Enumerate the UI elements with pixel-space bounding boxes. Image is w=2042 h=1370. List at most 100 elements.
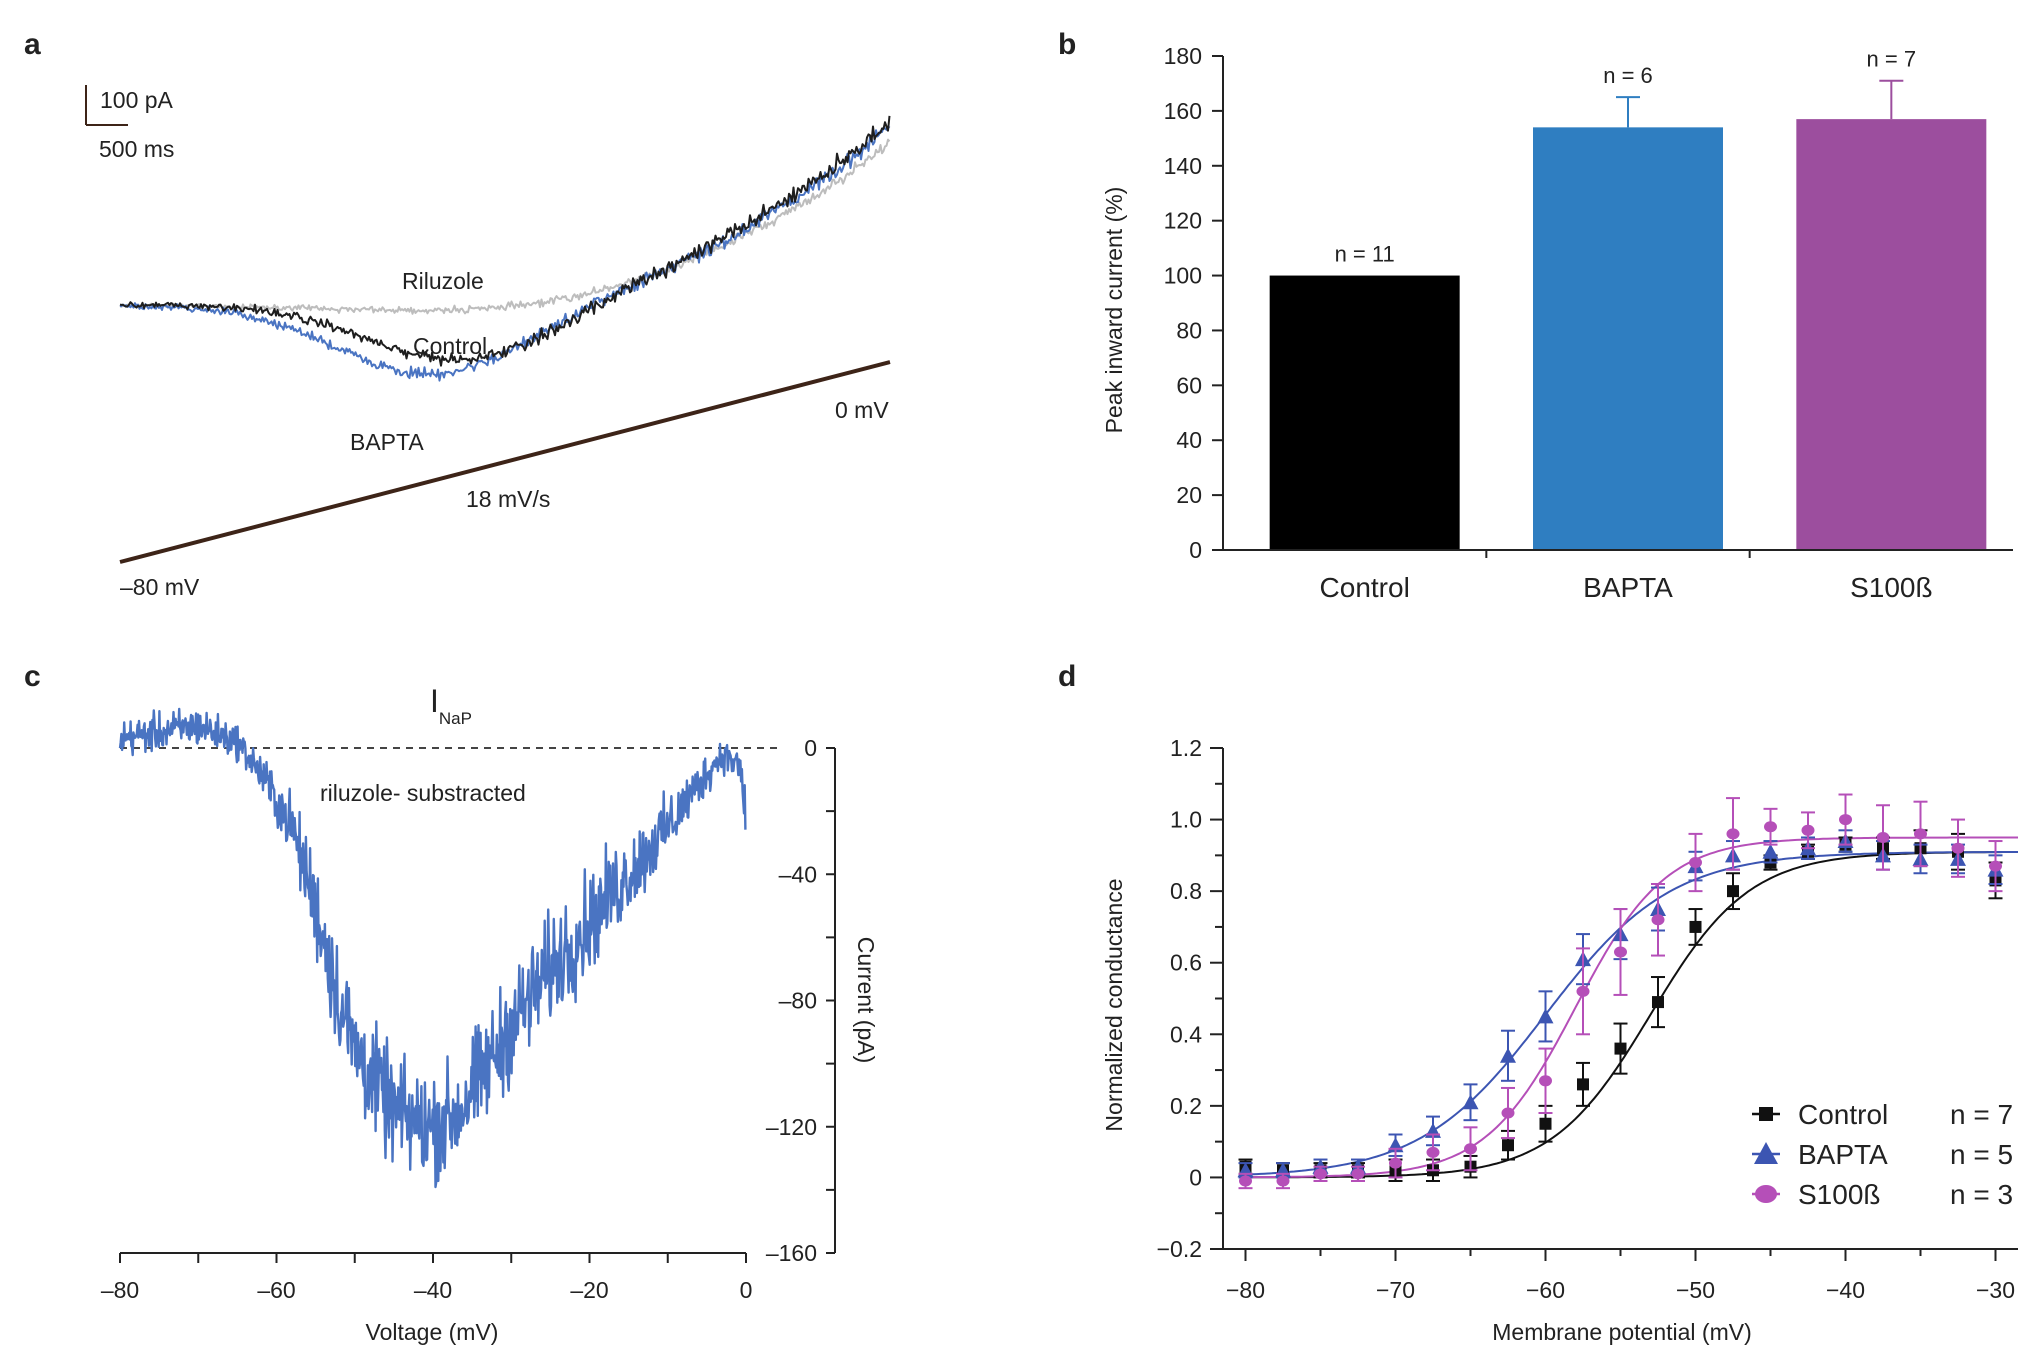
point-2-10 — [1614, 946, 1627, 958]
point-1-6 — [1462, 1094, 1479, 1110]
point-1-14 — [1762, 843, 1779, 859]
ramp-rate-label: 18 mV/s — [466, 486, 550, 512]
legend-n-s100b: n = 3 — [1950, 1179, 2013, 1210]
y-axis-label: Current (pA) — [853, 937, 879, 1064]
point-2-3 — [1351, 1168, 1365, 1180]
y-tick-label-0: 0 — [1189, 537, 1202, 563]
category-label-2: S100ß — [1850, 572, 1933, 603]
point-2-1 — [1276, 1175, 1290, 1187]
x-tick-label--20: –20 — [570, 1277, 608, 1303]
x-axis-ticks: –80 –60 –40 –20 0 — [101, 1253, 752, 1303]
trace-control — [119, 115, 891, 367]
category-label-1: BAPTA — [1583, 572, 1673, 603]
fit-curves — [1245, 836, 2018, 1179]
point-0-7 — [1502, 1139, 1514, 1152]
error-bars — [1616, 79, 1904, 128]
bars — [1269, 119, 1987, 550]
ramp-end-label: 0 mV — [835, 397, 889, 423]
y-tick-label-40: 40 — [1176, 427, 1202, 453]
current-title: INaP — [430, 683, 472, 728]
bar-2 — [1796, 119, 1987, 550]
trace-label-bapta: BAPTA — [350, 429, 424, 455]
point-2-9 — [1576, 985, 1590, 997]
category-labels: Control BAPTA S100ß — [1320, 550, 1933, 603]
scale-time-label: 500 ms — [99, 136, 174, 162]
y-tick-label-60: 60 — [1176, 372, 1202, 398]
x-tick-label-5: −30 — [1976, 1277, 2015, 1303]
point-2-5 — [1426, 1146, 1440, 1158]
point-2-18 — [1914, 828, 1927, 840]
x-axis-label: Voltage (mV) — [366, 1319, 499, 1345]
x-axis-ticks: −80 −70 −60 −50 −40 −30 — [1226, 1249, 2015, 1303]
y-axis-ticks: 0 20 40 60 80 100 120 140 160 180 — [1164, 43, 1223, 563]
current-title-main: I — [430, 683, 439, 719]
panel-c: c INaP riluzole- substracted –80 –60 –40 –2… — [24, 660, 879, 1345]
y-tick-label-120: 120 — [1164, 208, 1202, 234]
square-marker-icon — [1759, 1107, 1773, 1121]
y-tick-label-0: 0 — [804, 735, 817, 761]
y-tick-label-160: 160 — [1164, 98, 1202, 124]
point-2-4 — [1389, 1157, 1402, 1169]
x-tick-label-1: −70 — [1376, 1277, 1415, 1303]
x-tick-label--80: –80 — [101, 1277, 139, 1303]
y-tick-label-5: 0.8 — [1170, 878, 1202, 904]
annotation-riluzole-subtracted: riluzole- substracted — [320, 780, 526, 806]
y-axis-ticks: 0 –40 –80 –120 –160 — [766, 735, 835, 1266]
y-tick-label-6: 1.0 — [1170, 807, 1202, 833]
panel-a: a 100 pA 500 ms Riluzole Control BAPTA –… — [24, 28, 891, 600]
point-2-2 — [1314, 1168, 1327, 1180]
point-2-11 — [1651, 914, 1665, 926]
x-tick-label--60: –60 — [257, 1277, 295, 1303]
y-tick-label-0: −0.2 — [1157, 1236, 1202, 1262]
n-labels: n = 11 n = 6 n = 7 — [1335, 47, 1917, 267]
x-tick-label-2: −60 — [1526, 1277, 1565, 1303]
y-tick-label-180: 180 — [1164, 43, 1202, 69]
y-tick-label-80: 80 — [1176, 317, 1202, 343]
current-title-subscript: NaP — [439, 709, 472, 728]
y-tick-label--160: –160 — [766, 1240, 817, 1266]
point-0-11 — [1652, 996, 1664, 1009]
point-0-13 — [1727, 885, 1739, 898]
trace-riluzole — [119, 138, 891, 315]
x-tick-label-4: −40 — [1826, 1277, 1865, 1303]
n-label-0: n = 11 — [1335, 242, 1395, 267]
x-tick-label-0: −80 — [1226, 1277, 1265, 1303]
y-tick-label-7: 1.2 — [1170, 735, 1202, 761]
fit-curve-1 — [1245, 851, 2018, 1176]
y-tick-label-100: 100 — [1164, 263, 1202, 289]
legend-label-control: Control — [1798, 1099, 1888, 1130]
ramp-start-label: –80 mV — [120, 574, 200, 600]
legend-n-bapta: n = 5 — [1950, 1139, 2013, 1170]
triangle-marker-icon — [1754, 1142, 1778, 1164]
y-tick-label--80: –80 — [779, 988, 817, 1014]
y-tick-label-20: 20 — [1176, 482, 1202, 508]
y-tick-label-4: 0.6 — [1170, 950, 1202, 976]
legend-label-s100b: S100ß — [1798, 1179, 1881, 1210]
y-tick-label-3: 0.4 — [1170, 1021, 1202, 1047]
point-2-17 — [1876, 831, 1890, 843]
legend-label-bapta: BAPTA — [1798, 1139, 1888, 1170]
panel-d: d −0.2 0 0.2 0.4 0.6 0.8 1.0 1.2 −80 −70 −60 −50 −4… — [1058, 660, 2018, 1345]
y-axis-label: Normalized conductance — [1101, 878, 1127, 1131]
y-tick-label-1: 0 — [1189, 1164, 1202, 1190]
y-tick-label-2: 0.2 — [1170, 1093, 1202, 1119]
y-axis-ticks: −0.2 0 0.2 0.4 0.6 0.8 1.0 1.2 — [1157, 735, 1223, 1262]
point-2-0 — [1239, 1175, 1252, 1187]
bar-0 — [1269, 275, 1460, 550]
circle-marker-icon — [1755, 1185, 1777, 1203]
y-tick-label-140: 140 — [1164, 153, 1202, 179]
point-0-12 — [1689, 920, 1702, 933]
trace-label-control: Control — [413, 333, 487, 359]
point-2-7 — [1501, 1107, 1515, 1119]
n-label-2: n = 7 — [1867, 47, 1917, 72]
legend-item-bapta: BAPTA n = 5 — [1752, 1139, 2013, 1170]
legend-n-control: n = 7 — [1950, 1099, 2013, 1130]
x-tick-label-3: −50 — [1676, 1277, 1715, 1303]
scale-current-label: 100 pA — [100, 87, 174, 113]
point-2-16 — [1839, 814, 1852, 826]
voltage-ramp — [119, 360, 891, 564]
point-1-8 — [1537, 1008, 1554, 1024]
legend-item-s100b: S100ß n = 3 — [1752, 1179, 2013, 1210]
point-2-15 — [1801, 824, 1815, 836]
